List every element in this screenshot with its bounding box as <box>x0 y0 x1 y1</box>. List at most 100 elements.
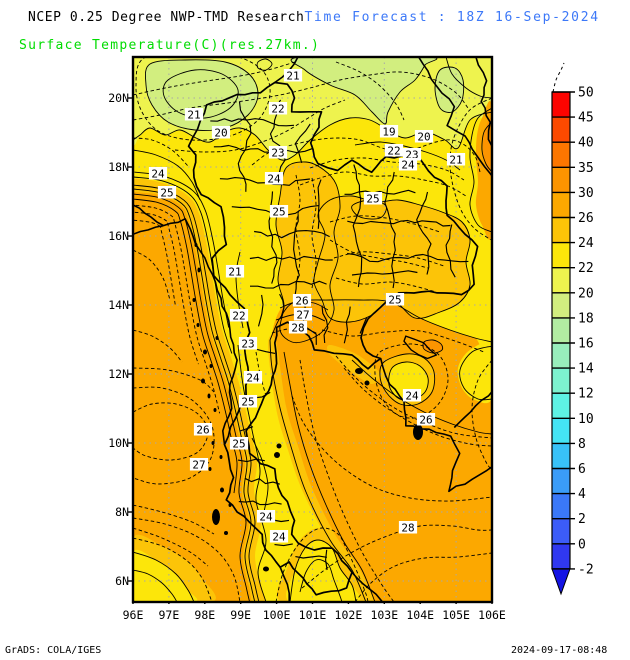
contour-line <box>144 59 259 131</box>
contour-label: 22 <box>271 103 284 116</box>
plot-title: NCEP 0.25 Degree NWP-TMD ResearchTime Fo… <box>28 10 600 25</box>
colorbar-tick-label: 22 <box>578 261 594 276</box>
contour-line <box>290 57 438 125</box>
contour-line <box>133 198 238 494</box>
island <box>201 378 205 384</box>
country-or-province-border <box>306 327 317 345</box>
colorbar-segment <box>552 393 570 419</box>
contour-line <box>162 69 239 119</box>
contour-line <box>133 367 215 393</box>
contour-line <box>289 539 357 602</box>
x-tick-label: 105E <box>442 608 470 622</box>
contour-label-box <box>379 125 399 138</box>
country-or-province-border <box>347 219 451 227</box>
contour-label: 27 <box>192 459 205 472</box>
y-tick-label: 16N <box>108 229 129 243</box>
island <box>207 393 211 399</box>
contour-label: 25 <box>241 396 254 409</box>
contour-line <box>291 395 492 502</box>
country-or-province-border <box>244 477 280 485</box>
contour-line <box>469 107 492 233</box>
contour-line <box>459 345 492 401</box>
contour-label: 21 <box>187 109 200 122</box>
contour-line <box>134 171 230 328</box>
contour-line <box>133 537 213 602</box>
contour-label-box <box>268 102 288 115</box>
colorbar-tick-label: 4 <box>578 487 586 502</box>
country-or-province-border <box>475 57 492 149</box>
colorbar-segment <box>552 217 570 243</box>
contour-label: 25 <box>272 206 285 219</box>
island <box>413 424 423 440</box>
contour-line <box>299 559 343 602</box>
contour-line <box>133 193 251 602</box>
contour-line <box>295 174 301 286</box>
contour-label-box <box>269 530 289 543</box>
plot-subtitle: Surface Temperature(C)(res.27km.) <box>19 38 321 53</box>
contour-label-box <box>189 458 209 471</box>
country-or-province-border <box>359 317 368 334</box>
colorbar-segment <box>552 543 570 569</box>
colorbar-tick-label: 26 <box>578 211 594 226</box>
contour-label-box <box>229 437 249 450</box>
country-or-province-border <box>279 293 285 319</box>
colorbar-segment <box>552 267 570 293</box>
colorbar-tick-label: 14 <box>578 362 594 377</box>
island <box>219 455 223 459</box>
contour-line <box>471 359 492 471</box>
contour-line <box>343 367 492 447</box>
contour-line <box>354 552 492 602</box>
colorbar-tick-label: 2 <box>578 512 586 527</box>
colorbar-tick-label: 6 <box>578 462 586 477</box>
island <box>192 298 196 302</box>
country-or-province-border <box>293 214 300 296</box>
colorbar-tick-label: 16 <box>578 337 594 352</box>
contour-line <box>335 277 437 293</box>
contour-label: 28 <box>291 322 304 335</box>
x-tick-label: 101E <box>299 608 327 622</box>
country-or-province-border <box>238 500 282 506</box>
country-or-province-border <box>445 224 456 278</box>
contour-line <box>133 184 260 602</box>
contour-label-box <box>414 130 434 143</box>
contour-label: 24 <box>259 511 273 524</box>
colorbar-tick-label: 45 <box>578 111 594 126</box>
fill-region-deep-se-blip <box>422 339 443 354</box>
contour-label: 21 <box>228 266 241 279</box>
contour-line <box>256 58 273 71</box>
contour-line <box>301 524 492 589</box>
contour-label-box <box>157 186 177 199</box>
title-forecast-time-text: Time Forecast : 18Z 16-Sep-2024 <box>304 10 600 25</box>
contour-line <box>133 517 241 602</box>
contour-label-box <box>184 108 204 121</box>
contour-label: 25 <box>366 193 379 206</box>
colorbar-tick-label: 0 <box>578 537 586 552</box>
contour-line <box>135 57 271 141</box>
contour-label: 24 <box>246 372 260 385</box>
contour-line <box>321 329 485 353</box>
contour-label: 25 <box>232 438 245 451</box>
colorbar-tick-label: 50 <box>578 86 594 101</box>
country-or-province-border <box>343 306 351 344</box>
title-model-text: NCEP 0.25 Degree NWP-TMD Research <box>28 10 305 25</box>
country-or-province-border <box>237 458 265 463</box>
island <box>211 441 215 445</box>
contour-line <box>311 177 317 289</box>
contour-line <box>379 353 436 406</box>
country-or-province-border <box>403 335 438 360</box>
country-or-province-border <box>213 144 314 155</box>
contour-line <box>445 57 492 99</box>
country-or-province-border <box>237 101 252 192</box>
fill-region-amber-west <box>133 178 266 602</box>
contour-line <box>299 359 395 602</box>
contour-label: 24 <box>405 390 419 403</box>
contour-label: 20 <box>417 131 430 144</box>
contour-label-box <box>385 293 405 306</box>
country-or-province-border <box>317 179 322 229</box>
contour-line <box>329 215 441 233</box>
country-or-province-border <box>379 358 492 493</box>
contour-line <box>299 171 467 197</box>
contour-line <box>351 359 492 435</box>
